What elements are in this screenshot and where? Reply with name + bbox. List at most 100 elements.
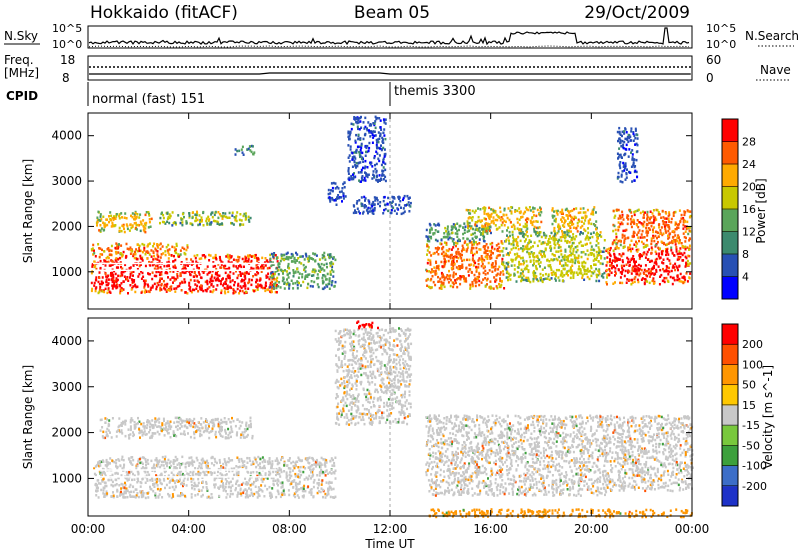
data-cell: [471, 237, 474, 240]
data-cell: [553, 242, 556, 245]
data-cell: [97, 243, 100, 246]
data-cell: [558, 279, 561, 282]
data-cell: [473, 241, 476, 244]
data-cell: [97, 486, 99, 490]
data-cell: [257, 272, 260, 275]
data-cell: [651, 267, 654, 270]
data-cell: [183, 247, 186, 251]
data-cell: [674, 234, 677, 237]
data-cell: [264, 484, 267, 488]
data-cell: [132, 254, 135, 258]
data-cell: [198, 267, 200, 270]
data-cell: [490, 249, 492, 253]
data-cell: [348, 154, 351, 157]
data-cell: [663, 223, 666, 227]
data-cell: [374, 115, 377, 119]
data-cell: [98, 229, 101, 232]
data-cell: [93, 281, 96, 285]
data-cell: [320, 469, 323, 473]
data-cell: [460, 257, 463, 260]
data-cell: [170, 288, 173, 291]
data-cell: [561, 211, 564, 214]
data-cell: [533, 262, 535, 265]
data-cell: [92, 263, 94, 266]
data-cell: [595, 273, 598, 277]
data-cell: [114, 246, 117, 250]
data-cell: [457, 247, 460, 251]
data-cell: [554, 277, 557, 280]
data-cell: [455, 278, 458, 281]
data-cell: [658, 226, 661, 229]
data-cell: [468, 209, 471, 212]
data-cell: [584, 261, 587, 265]
data-cell: [557, 250, 560, 253]
colorbar-tick-label: 24: [742, 158, 756, 171]
data-cell: [659, 268, 662, 272]
data-cell: [217, 216, 220, 220]
data-cell: [163, 458, 166, 461]
data-cell: [244, 496, 247, 499]
data-cell: [199, 287, 202, 291]
data-cell: [541, 268, 544, 271]
colorbar-tick-label: 16: [742, 203, 756, 216]
data-cell: [383, 128, 386, 131]
data-cell: [448, 269, 450, 273]
data-cell: [521, 272, 524, 275]
data-cell: [456, 260, 458, 263]
data-cell: [294, 495, 297, 499]
data-cell: [624, 163, 627, 166]
data-cell: [292, 271, 295, 274]
data-cell: [515, 239, 517, 243]
data-cell: [195, 264, 198, 267]
data-cell: [201, 254, 204, 257]
data-cell: [612, 265, 615, 268]
data-cell: [277, 273, 280, 276]
data-cell: [242, 285, 245, 288]
data-cell: [562, 264, 565, 267]
data-cell: [291, 469, 294, 472]
data-cell: [206, 282, 209, 286]
data-cell: [164, 288, 167, 291]
data-cell: [486, 226, 489, 230]
data-cell: [645, 273, 648, 277]
data-cell: [307, 273, 310, 277]
nsky-label: N.Sky: [4, 29, 38, 43]
data-cell: [334, 477, 337, 480]
data-cell: [606, 276, 608, 279]
data-cell: [117, 251, 120, 254]
data-cell: [608, 268, 611, 271]
data-cell: [648, 221, 651, 225]
data-cell: [679, 247, 682, 250]
data-cell: [331, 268, 333, 272]
data-cell: [108, 220, 110, 224]
data-cell: [656, 236, 658, 240]
data-cell: [121, 455, 124, 459]
data-cell: [241, 461, 244, 464]
data-cell: [665, 269, 668, 273]
data-cell: [657, 265, 660, 268]
data-cell: [311, 468, 314, 472]
data-cell: [426, 249, 429, 252]
colorbar-tick-label: 8: [742, 248, 749, 261]
data-cell: [520, 228, 523, 231]
data-cell: [468, 225, 471, 228]
data-cell: [91, 287, 94, 291]
data-cell: [596, 231, 598, 235]
data-cell: [98, 218, 101, 222]
data-cell: [235, 487, 237, 490]
data-cell: [179, 282, 182, 285]
data-cell: [612, 229, 615, 233]
data-cell: [379, 126, 382, 129]
data-cell: [499, 279, 502, 283]
data-cell: [247, 215, 250, 219]
data-cell: [367, 149, 370, 153]
data-cell: [102, 486, 105, 489]
data-cell: [256, 286, 259, 290]
data-cell: [561, 279, 564, 283]
data-cell: [301, 275, 304, 279]
data-cell: [274, 283, 277, 287]
data-cell: [564, 239, 567, 243]
data-cell: [558, 268, 560, 272]
data-cell: [524, 245, 527, 248]
data-cell: [406, 194, 409, 198]
